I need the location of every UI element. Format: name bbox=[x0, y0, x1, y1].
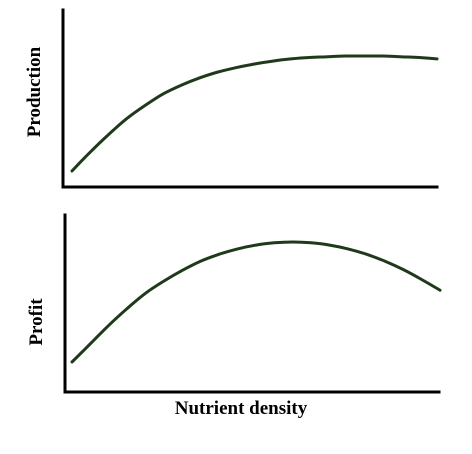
profit-y-axis-title: Profit bbox=[26, 298, 47, 346]
production-curve bbox=[70, 54, 439, 173]
production-panel: Production bbox=[24, 8, 439, 189]
production-y-axis-title: Production bbox=[24, 46, 45, 137]
profit-panel: Profit Nutrient density bbox=[26, 213, 442, 419]
profit-x-axis-title: Nutrient density bbox=[175, 398, 308, 419]
profit-curve bbox=[70, 240, 442, 364]
